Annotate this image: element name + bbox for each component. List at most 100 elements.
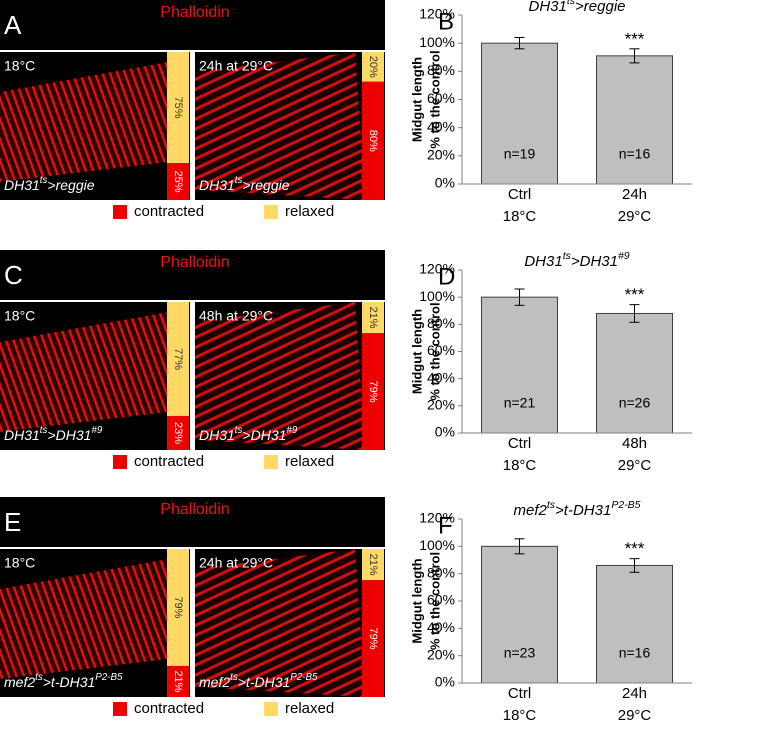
stacked-segment [167,549,189,666]
chart-title-part: ts [563,250,572,262]
condition-label: 18°C [4,555,35,571]
panel-header [0,497,385,547]
chart-title-part: P2-B5 [611,499,640,511]
legend-label: contracted [134,203,204,220]
chart-title-part: >t-DH31 [555,502,611,519]
stacked-segment [167,163,189,200]
significance: *** [625,539,645,558]
genotype-label-part: #9 [286,425,297,436]
x-tick-sublabel: 18°C [503,707,537,724]
stacked-segment [167,52,189,163]
muscle-fiber [195,549,365,697]
muscle-fiber [0,559,168,679]
n-label: n=16 [619,645,651,661]
genotype-label-part: ts [35,672,43,683]
segment-label: 79% [367,381,379,403]
x-tick-label: 48h [622,435,647,452]
condition-label: 24h at 29°C [199,58,273,74]
y-tick-label: 80% [427,315,455,331]
genotype-label: mef2ts>t-DH31P2-B5 [4,672,123,690]
condition-label: 24h at 29°C [199,555,273,571]
bar [481,545,558,684]
y-axis-label: % to the control [427,552,442,650]
x-tick-sublabel: 29°C [618,707,652,724]
legend-label: contracted [134,453,204,470]
n-label: n=19 [504,146,536,162]
y-tick-label: 80% [427,564,455,580]
genotype-label-part: DH31 [199,427,235,443]
y-tick-label: 60% [427,342,455,358]
segment-label: 21% [172,670,184,692]
chart-title-part: DH31 [529,0,567,15]
stacked-segment [362,81,384,200]
panel-letter: E [4,507,21,537]
n-label: n=21 [504,395,536,411]
x-tick-sublabel: 29°C [618,208,652,225]
x-tick-sublabel: 29°C [618,457,652,474]
x-tick-label: Ctrl [508,435,531,452]
y-axis-label: Midgut length [409,309,424,394]
stacked-segment [362,302,384,334]
genotype-label-part: mef2 [4,674,35,690]
y-axis-label: % to the control [427,302,442,400]
chart-title-part: ts [547,499,556,511]
panel-header [0,0,385,50]
legend-swatch [264,205,278,219]
bar [596,312,673,434]
bar [481,42,558,185]
genotype-label: mef2ts>t-DH31P2-B5 [199,672,318,690]
y-tick-label: 100% [419,537,455,553]
chart-title: DH31ts>DH31#9 [524,250,629,270]
segment-label: 79% [367,628,379,650]
genotype-label: DH31ts>DH31#9 [4,425,103,443]
genotype-label-part: P2-B5 [95,672,123,683]
genotype-label: DH31ts>reggie [4,175,95,193]
stacked-segment [167,415,189,450]
genotype-label-part: ts [40,175,48,186]
chart-title-part: DH31 [524,253,562,270]
panel-letter: D [438,263,455,290]
legend-label: relaxed [285,453,334,470]
chart-title-part: ts [567,0,576,7]
muscle-fiber [0,62,168,182]
x-tick-sublabel: 18°C [503,208,537,225]
y-tick-label: 0% [435,424,455,440]
y-tick-label: 120% [419,6,455,22]
panel-letter: F [438,512,453,539]
y-axis-label: Midgut length [409,558,424,643]
n-label: n=23 [504,645,536,661]
y-axis-label: % to the control [427,50,442,148]
significance: *** [625,29,645,48]
significance: *** [625,285,645,304]
genotype-label-part: ts [235,175,243,186]
genotype-label: DH31ts>DH31#9 [199,425,298,443]
stain-label: Phalloidin [160,4,229,21]
y-tick-label: 20% [427,397,455,413]
muscle-fiber [195,302,365,450]
genotype-label-part: ts [230,672,238,683]
condition-label: 18°C [4,308,35,324]
y-tick-label: 20% [427,646,455,662]
chart-title-part: >reggie [575,0,625,15]
chart-title-part: >DH31 [571,253,618,270]
genotype-label-part: >t-DH31 [43,674,96,690]
y-tick-label: 60% [427,592,455,608]
stacked-segment [362,549,384,581]
legend-swatch [113,205,127,219]
y-tick-label: 120% [419,510,455,526]
y-tick-label: 20% [427,147,455,163]
legend-swatch [113,702,127,716]
stain-label: Phalloidin [160,501,229,518]
bar [596,564,673,684]
legend-label: relaxed [285,203,334,220]
legend-label: contracted [134,700,204,717]
genotype-label-part: #9 [91,425,102,436]
y-tick-label: 100% [419,34,455,50]
chart-title-part: mef2 [514,502,548,519]
muscle-fiber [195,52,365,200]
y-tick-label: 40% [427,369,455,385]
y-tick-label: 80% [427,62,455,78]
muscle-fiber [0,312,168,432]
segment-label: 77% [172,348,184,370]
